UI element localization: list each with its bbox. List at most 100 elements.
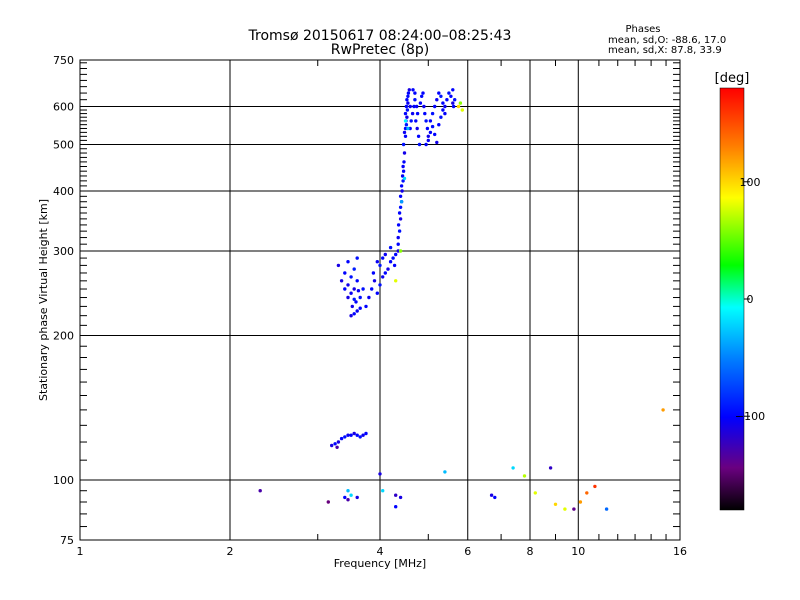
x-tick-label: 2 (227, 545, 234, 558)
echo-point (426, 138, 430, 143)
echo-point (433, 104, 437, 109)
echo-point (428, 119, 433, 123)
echo-point (346, 433, 350, 437)
echo-point (451, 104, 456, 109)
echo-point (404, 104, 409, 109)
echo-point (336, 263, 341, 268)
echo-point (343, 435, 347, 439)
echo-point (398, 205, 403, 209)
echo-point (396, 223, 401, 227)
echo-point (447, 91, 451, 95)
echo-point (349, 433, 353, 437)
minor-ticks (80, 60, 680, 540)
echo-point (417, 142, 422, 147)
echo-point (367, 295, 371, 300)
plot-frame (79, 59, 681, 541)
echo-point (364, 304, 368, 309)
echo-point (371, 271, 376, 275)
echo-point (430, 124, 435, 129)
echo-point (585, 491, 589, 495)
echo-point (352, 267, 356, 271)
echo-point (388, 245, 393, 250)
echo-point (439, 94, 443, 99)
echo-point (333, 442, 337, 446)
echo-point (394, 493, 398, 497)
echo-point (354, 300, 358, 304)
echo-point (593, 484, 597, 489)
echo-point (326, 500, 330, 504)
y-tick-label: 750 (53, 54, 74, 67)
echo-point (358, 435, 362, 439)
echo-point (403, 126, 408, 131)
echo-point (415, 126, 419, 131)
echo-points (258, 88, 665, 511)
y-tick-label: 75 (60, 534, 74, 547)
chart-title: Tromsø 20150617 08:24:00–08:25:43 (248, 28, 512, 44)
echo-point (355, 433, 359, 437)
x-tick-label: 6 (464, 545, 471, 558)
echo-point (443, 111, 447, 116)
echo-point (405, 98, 409, 102)
echo-point (358, 295, 362, 300)
echo-point (358, 306, 362, 310)
echo-point (396, 249, 400, 253)
echo-point (396, 242, 400, 246)
colorbar-unit-label: [deg] (715, 71, 750, 86)
x-tick-label: 8 (527, 545, 534, 558)
echo-point (435, 98, 439, 102)
echo-point (578, 500, 583, 504)
echo-point (443, 104, 447, 109)
colorbar-tick-label: −100 (735, 410, 765, 423)
echo-point (410, 111, 415, 116)
echo-point (383, 271, 387, 275)
phases-stats-o-mode: mean, sd,O: -88.6, 17.0 (608, 35, 726, 46)
echo-point (352, 297, 356, 301)
echo-point (406, 126, 410, 131)
colorbar-ticks: 100 0 −100 (735, 176, 765, 423)
y-tick-label: 200 (53, 330, 74, 343)
echo-point (391, 256, 395, 260)
echo-point (424, 119, 428, 123)
echo-point (399, 184, 404, 188)
echo-point (402, 160, 406, 164)
echo-point (413, 98, 417, 102)
echo-point (425, 126, 430, 131)
phases-stats-header: Phases (625, 24, 660, 35)
echo-point (408, 104, 412, 109)
echo-point (403, 111, 408, 116)
echo-point (346, 295, 350, 300)
echo-point (451, 101, 455, 105)
echo-point (398, 249, 403, 253)
echo-point (401, 179, 405, 183)
echo-point (398, 194, 403, 198)
echo-point (422, 104, 426, 109)
echo-point (346, 498, 350, 502)
echo-point (404, 123, 409, 127)
echo-point (394, 505, 398, 509)
x-tick-label: 10 (571, 545, 585, 558)
echo-point (439, 115, 443, 119)
echo-point (381, 489, 385, 493)
echo-point (424, 142, 428, 147)
echo-point (398, 217, 403, 221)
echo-point (339, 279, 344, 283)
echo-point (398, 495, 403, 500)
phase-colorbar: [deg] 100 0 −100 (715, 71, 765, 511)
echo-point (346, 489, 350, 493)
echo-point (443, 470, 447, 474)
echo-point (406, 91, 411, 95)
colorbar-tick-label: 100 (740, 176, 761, 189)
echo-point (441, 101, 445, 105)
echo-point (433, 132, 437, 137)
echo-point (378, 263, 382, 268)
echo-point (409, 119, 413, 123)
echo-point (400, 174, 405, 178)
y-tick-label: 100 (53, 474, 74, 487)
echo-point (355, 256, 359, 260)
echo-point (405, 108, 410, 112)
echo-point (361, 287, 365, 291)
echo-point (437, 123, 441, 127)
echo-point (370, 287, 374, 291)
echo-point (356, 289, 361, 293)
y-tick-label: 300 (53, 245, 74, 258)
